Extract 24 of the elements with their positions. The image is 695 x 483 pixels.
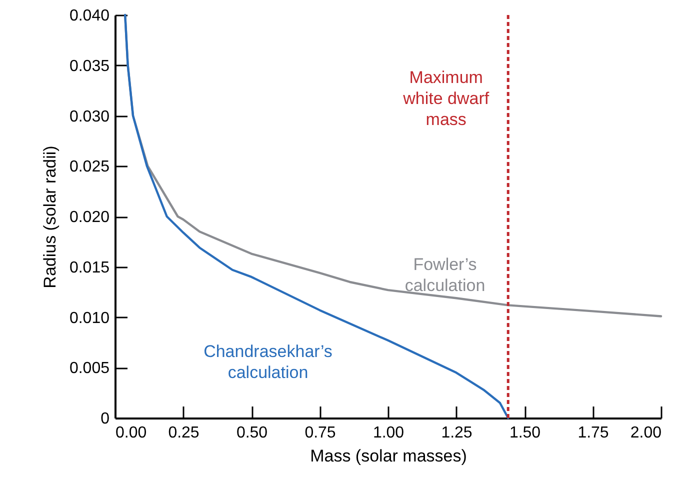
series-label: Chandrasekhar’s calculation	[204, 342, 332, 382]
x-tick-label: 1.25	[441, 424, 472, 442]
y-axis-title: Radius (solar radii)	[40, 146, 60, 288]
line-series	[124, 14, 510, 420]
y-tick-label: 0.035	[69, 58, 110, 75]
y-tick-label: 0	[100, 410, 110, 428]
x-axis-title: Mass (solar masses)	[310, 446, 467, 466]
x-tick-label: 1.00	[372, 424, 404, 442]
y-tick-label: 0.010	[69, 310, 110, 327]
y-tick-label: 0.025	[69, 158, 110, 176]
y-tick-label: 0.005	[69, 360, 110, 378]
x-tick-label: 2.00	[630, 424, 662, 442]
x-tick-label: 0.25	[168, 424, 200, 442]
x-tick-label: 0.75	[304, 424, 336, 442]
ref-line-label: Maximum white dwarf mass	[402, 68, 490, 129]
y-tick-label: 0.015	[69, 259, 110, 276]
x-tick-label: 0.50	[236, 424, 268, 442]
series-label: Fowler’s calculation	[404, 255, 486, 295]
x-tick-label: 1.75	[578, 424, 609, 442]
y-tick-label: 0.030	[69, 108, 110, 126]
x-tick-label: 1.50	[509, 424, 541, 442]
y-tick-label: 0.040	[69, 8, 110, 24]
y-tick-label: 0.020	[69, 209, 110, 226]
x-tick-label: 0.00	[116, 424, 147, 442]
